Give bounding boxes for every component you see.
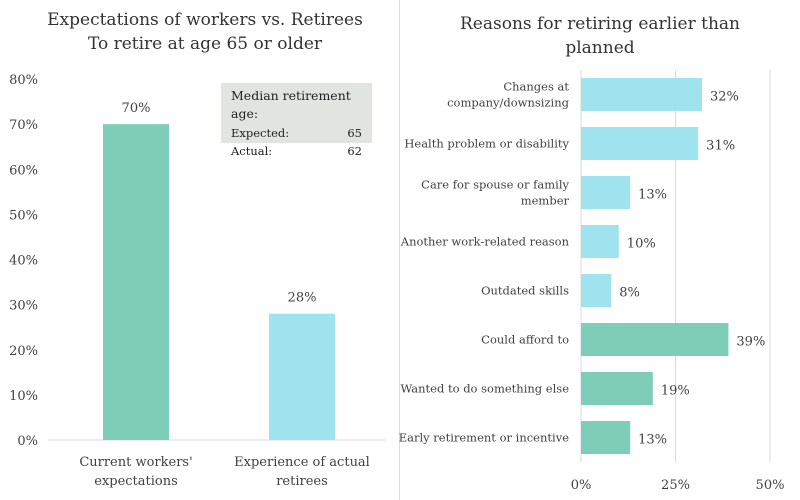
right-bar-4 (581, 225, 619, 258)
right-category-label: Care for spouse or family (421, 178, 569, 192)
right-bar-value-label: 10% (627, 237, 656, 252)
right-category-label: Another work-related reason (400, 235, 570, 249)
left-chart-title-block: Expectations of workers vs. Retirees To … (20, 8, 390, 56)
left-ytick-label: 30% (9, 299, 38, 314)
left-ytick-label: 70% (9, 118, 38, 133)
left-ytick-label: 20% (9, 344, 38, 359)
right-category-label: Early retirement or incentive (399, 431, 569, 445)
median-box-expected-value: 65 (347, 126, 362, 140)
left-ytick-label: 80% (9, 73, 38, 88)
left-chart-subtitle: To retire at age 65 or older (87, 34, 323, 54)
left-bar-2 (269, 313, 335, 440)
right-bar-2 (581, 127, 699, 160)
right-bar-1 (581, 78, 702, 111)
left-ytick-label: 50% (9, 208, 38, 223)
median-box-row-actual: Actual: 62 (231, 142, 362, 160)
right-bar-value-label: 8% (619, 286, 640, 301)
right-category-label: member (521, 194, 570, 208)
median-box-actual-label: Actual: (231, 144, 273, 158)
left-category-label: retirees (276, 474, 328, 489)
right-bar-value-label: 19% (661, 384, 690, 399)
left-bar-value-label: 28% (288, 291, 317, 306)
median-box-actual-value: 62 (347, 144, 362, 158)
right-bar-7 (581, 372, 653, 405)
right-bar-value-label: 13% (638, 433, 667, 448)
median-box-expected-label: Expected: (231, 126, 290, 140)
right-category-label: Health problem or disability (404, 137, 569, 151)
left-category-label: expectations (94, 474, 178, 489)
right-bar-value-label: 32% (710, 90, 739, 105)
right-category-label: Outdated skills (481, 284, 569, 298)
right-category-label: Could afford to (481, 333, 569, 347)
median-box-title: Median retirement age: (231, 88, 351, 121)
left-ytick-label: 0% (17, 434, 38, 449)
right-xtick-label: 50% (756, 478, 785, 493)
right-category-label: Wanted to do something else (400, 382, 569, 396)
right-category-label: Changes at (503, 80, 569, 94)
right-xtick-label: 25% (661, 478, 690, 493)
right-bar-6 (581, 323, 729, 356)
right-chart-title-text: Reasons for retiring earlier than planne… (460, 14, 740, 58)
left-bar-value-label: 70% (122, 101, 151, 116)
right-bar-value-label: 13% (638, 188, 667, 203)
right-bar-5 (581, 274, 612, 307)
left-bar-1 (103, 124, 169, 440)
right-bar-value-label: 39% (736, 335, 765, 350)
right-bar-8 (581, 421, 631, 454)
right-bar-3 (581, 176, 631, 209)
left-ytick-label: 10% (9, 389, 38, 404)
median-retirement-age-box: Median retirement age: Expected: 65 Actu… (221, 83, 372, 158)
right-chart-title: Reasons for retiring earlier than planne… (410, 12, 790, 60)
median-box-row-expected: Expected: 65 (231, 124, 362, 142)
left-ytick-label: 60% (9, 163, 38, 178)
right-xtick-label: 0% (571, 478, 592, 493)
panel-divider (399, 0, 400, 500)
left-chart-title: Expectations of workers vs. Retirees (47, 10, 363, 30)
right-bar-value-label: 31% (706, 139, 735, 154)
left-category-label: Current workers' (79, 455, 192, 470)
right-category-label: company/downsizing (447, 96, 570, 110)
left-category-label: Experience of actual (234, 455, 370, 470)
left-ytick-label: 40% (9, 254, 38, 269)
